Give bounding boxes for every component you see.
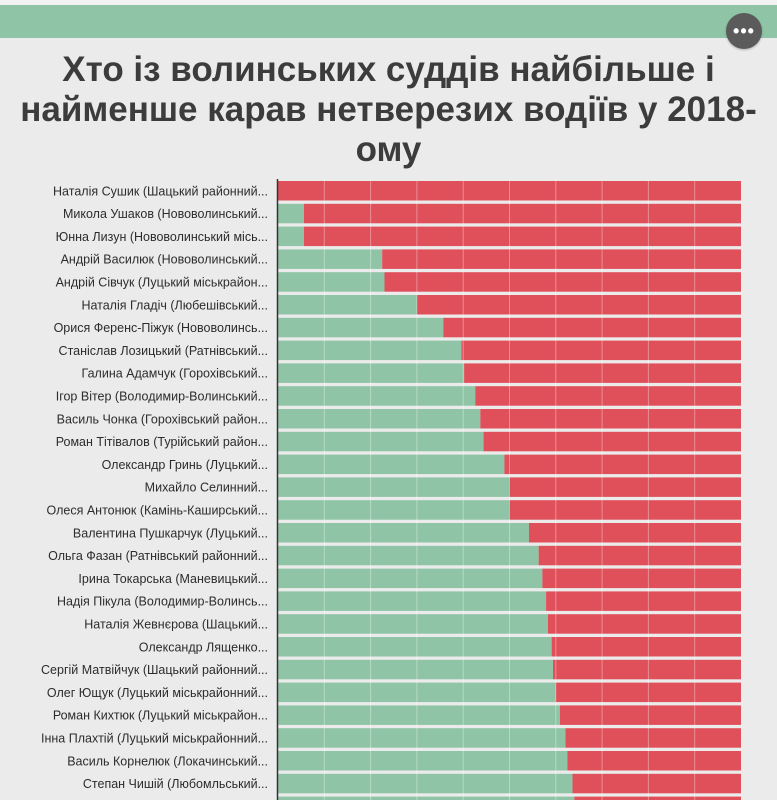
- category-label-24: Інна Плахтій (Луцький міськрайонний...: [41, 731, 268, 745]
- bar-segment-red-5[interactable]: [416, 295, 741, 315]
- bar-segment-red-17[interactable]: [542, 568, 741, 589]
- bar-segment-red-27[interactable]: [574, 796, 741, 800]
- category-label-17: Ірина Токарська (Маневицький...: [78, 572, 268, 586]
- bar-segment-red-16[interactable]: [538, 545, 741, 566]
- category-label-16: Ольга Фазан (Ратнівський районний...: [48, 549, 268, 563]
- category-label-21: Сергій Матвійчук (Шацький районний...: [41, 663, 268, 677]
- bar-segment-red-21[interactable]: [553, 659, 741, 680]
- bar-segment-red-9[interactable]: [475, 386, 741, 406]
- bar-segment-green-9[interactable]: [278, 386, 476, 406]
- bar-segment-red-13[interactable]: [509, 477, 742, 497]
- category-label-12: Олександр Гринь (Луцький...: [102, 458, 268, 472]
- category-label-15: Валентина Пушкарчук (Луцький...: [73, 526, 268, 540]
- category-label-20: Олександр Лященко...: [139, 640, 268, 654]
- category-label-6: Орися Ференс-Піжук (Нововолинсь...: [54, 321, 268, 335]
- category-label-4: Андрій Сівчук (Луцький міськрайон...: [56, 275, 268, 289]
- category-label-2: Юнна Лизун (Нововолинський місь...: [56, 230, 268, 244]
- bar-segment-green-10[interactable]: [278, 409, 481, 429]
- bar-segment-red-15[interactable]: [528, 523, 741, 543]
- bar-segment-green-20[interactable]: [278, 637, 552, 657]
- bar-segment-green-12[interactable]: [278, 454, 505, 475]
- category-label-5: Наталія Гладіч (Любешівський...: [81, 298, 268, 312]
- bar-segment-green-26[interactable]: [278, 773, 573, 794]
- bar-segment-green-13[interactable]: [278, 477, 510, 497]
- bar-segment-green-6[interactable]: [278, 317, 444, 338]
- grid-lines: [323, 181, 696, 800]
- bar-segment-red-22[interactable]: [555, 682, 741, 703]
- category-label-3: Андрій Василюк (Нововолинський...: [61, 253, 268, 267]
- bar-segment-green-2[interactable]: [278, 226, 304, 247]
- category-label-19: Наталія Жевнєрова (Шацький...: [84, 617, 268, 631]
- category-label-1: Микола Ушаков (Нововолинський...: [63, 207, 268, 221]
- bar-segment-green-27[interactable]: [278, 796, 575, 800]
- bar-segment-red-3[interactable]: [382, 249, 741, 269]
- bar-segment-red-14[interactable]: [509, 500, 742, 520]
- category-label-14: Олеся Антонюк (Камінь-Каширський...: [47, 503, 268, 517]
- bar-segment-red-25[interactable]: [567, 751, 742, 771]
- category-label-25: Василь Корнелюк (Локачинський...: [67, 754, 268, 768]
- bars: [278, 181, 742, 800]
- category-label-11: Роман Тітівалов (Турійський район...: [56, 435, 268, 449]
- bar-segment-red-18[interactable]: [546, 591, 741, 611]
- category-label-8: Галина Адамчук (Горохівський...: [82, 367, 268, 381]
- bar-segment-red-12[interactable]: [504, 454, 741, 475]
- bar-segment-green-22[interactable]: [278, 682, 556, 703]
- category-label-18: Надія Пікула (Володимир-Волинсь...: [57, 595, 268, 609]
- bar-segment-green-19[interactable]: [278, 614, 548, 634]
- bar-segment-green-11[interactable]: [278, 431, 484, 452]
- bar-segment-red-24[interactable]: [565, 728, 741, 748]
- chart-title: Хто із волинських суддів найбільше і най…: [20, 50, 757, 169]
- bar-segment-red-19[interactable]: [547, 614, 741, 634]
- bar-segment-green-3[interactable]: [278, 249, 383, 269]
- category-label-0: Наталія Сушик (Шацький районний...: [53, 184, 268, 198]
- bar-segment-red-6[interactable]: [443, 317, 741, 338]
- more-options-button[interactable]: •••: [726, 13, 762, 49]
- bar-segment-red-8[interactable]: [464, 363, 741, 383]
- bar-segment-green-4[interactable]: [278, 272, 385, 292]
- bar-segment-green-8[interactable]: [278, 363, 465, 383]
- category-labels: Наталія Сушик (Шацький районний... Микола…: [41, 184, 268, 800]
- bar-segment-red-0[interactable]: [278, 181, 741, 201]
- category-label-13: Михайло Селинний...: [145, 481, 268, 495]
- bar-segment-red-23[interactable]: [559, 705, 741, 725]
- bar-segment-red-11[interactable]: [483, 431, 741, 452]
- category-label-22: Олег Ющук (Луцький міськрайонний...: [47, 686, 268, 700]
- bar-segment-red-7[interactable]: [461, 340, 741, 361]
- bar-segment-green-23[interactable]: [278, 705, 560, 725]
- bar-segment-green-21[interactable]: [278, 659, 554, 680]
- category-label-10: Василь Чонка (Горохівський район...: [57, 412, 268, 426]
- bar-segment-green-17[interactable]: [278, 568, 543, 589]
- bar-segment-green-25[interactable]: [278, 751, 568, 771]
- bar-segment-green-1[interactable]: [278, 203, 304, 224]
- bar-segment-green-24[interactable]: [278, 728, 566, 748]
- bar-segment-red-1[interactable]: [303, 203, 741, 224]
- bar-segment-red-26[interactable]: [572, 773, 741, 794]
- category-label-26: Степан Чишій (Любомльський...: [83, 777, 268, 791]
- bar-segment-green-15[interactable]: [278, 523, 529, 543]
- category-label-23: Роман Кихтюк (Луцький міськрайон...: [53, 709, 268, 723]
- bar-segment-green-5[interactable]: [278, 295, 417, 315]
- bar-segment-red-20[interactable]: [551, 637, 741, 657]
- category-label-7: Станіслав Лозицький (Ратнівський...: [59, 344, 268, 358]
- bar-segment-red-4[interactable]: [384, 272, 741, 292]
- bar-segment-red-2[interactable]: [303, 226, 741, 247]
- category-label-9: Ігор Вітер (Володимир-Волинський...: [56, 389, 268, 403]
- bar-segment-green-14[interactable]: [278, 500, 510, 520]
- top-band: [0, 0, 777, 38]
- top-strip: [0, 0, 777, 5]
- bar-segment-green-18[interactable]: [278, 591, 547, 611]
- bar-segment-green-7[interactable]: [278, 340, 462, 361]
- bar-segment-green-16[interactable]: [278, 545, 539, 566]
- bar-segment-red-10[interactable]: [480, 409, 741, 429]
